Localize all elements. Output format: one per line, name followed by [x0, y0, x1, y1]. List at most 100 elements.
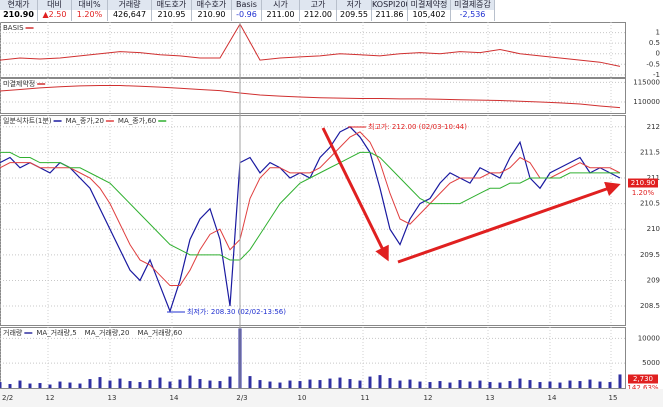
volume-bar — [618, 374, 622, 388]
volume-bar — [198, 379, 202, 388]
series-line — [0, 131, 621, 287]
header-cell: 매수호가 210.90 — [192, 0, 232, 21]
last-value-label: 210.90 — [631, 179, 656, 187]
volume-bar — [458, 380, 462, 388]
volume-bar — [68, 382, 72, 388]
y-tick-label: -1 — [653, 71, 660, 79]
panel-frame — [0, 22, 626, 78]
y-tick-label: 212 — [647, 123, 660, 131]
x-tick-label: 13 — [486, 394, 495, 402]
header-label: 현재가 — [0, 0, 37, 10]
y-tick-label: 210 — [647, 225, 660, 233]
panel-frame — [0, 115, 626, 326]
volume-bar — [478, 380, 482, 388]
legend-label: 거래량 — [3, 328, 23, 337]
header-cell: 시가 211.00 — [262, 0, 300, 21]
chart: 10.50-0.5-1BASIS115000110000미결제약정212211.… — [0, 22, 663, 407]
header-label: 대비 — [38, 0, 71, 10]
volume-bar — [498, 382, 502, 388]
volume-bar — [438, 381, 442, 388]
legend-label: MA_거래량,5 — [36, 328, 76, 337]
series-line — [0, 126, 621, 313]
volume-bar — [278, 382, 282, 388]
volume-bar — [428, 382, 432, 388]
volume-bar — [288, 380, 292, 388]
volume-bar — [328, 378, 332, 388]
last-value-label: 2,730 — [633, 375, 653, 383]
x-tick-label: 11 — [361, 394, 370, 402]
volume-bar — [58, 381, 62, 388]
y-tick-label: 211.5 — [640, 148, 660, 156]
last-value-label: 142.63% — [627, 384, 658, 392]
annotation: 최고가: 212.00 (02/03-10:44) — [368, 122, 467, 131]
y-tick-label: 209 — [647, 276, 660, 284]
volume-bar — [188, 375, 192, 388]
header-value: 105,402 — [408, 10, 450, 20]
legend-label: MA_종가,20 — [66, 116, 104, 125]
volume-bar — [158, 377, 162, 388]
header-cell: 미결제약정 105,402 — [408, 0, 451, 21]
volume-bar — [358, 380, 362, 388]
header-label: 매도호가 — [152, 0, 191, 10]
header-label: KOSPI200 — [372, 0, 407, 10]
volume-bar — [138, 382, 142, 388]
volume-bar — [78, 383, 82, 388]
header-cell: 거래량 426,647 — [108, 0, 152, 21]
header-label: 대비% — [72, 0, 107, 10]
header-value: 211.86 — [372, 10, 407, 20]
y-tick-label: 115000 — [633, 78, 660, 86]
x-tick-label: 12 — [46, 394, 55, 402]
volume-bar — [368, 376, 372, 388]
header-label: 미결제약정 — [408, 0, 450, 10]
header-cell: Basis -0.96 — [232, 0, 262, 21]
volume-bar — [408, 379, 412, 388]
x-tick-label: 12 — [424, 394, 433, 402]
header-cell: KOSPI200 211.86 — [372, 0, 408, 21]
x-axis-band — [0, 389, 663, 407]
quote-header: 현재가 210.90 대비 ▲2.50 대비% 1.20% 거래량 426,647 매도호가 21… — [0, 0, 495, 21]
volume-bar — [258, 380, 262, 388]
header-cell: 미결제증감 -2,536 — [451, 0, 495, 21]
header-value: -2,536 — [451, 10, 494, 20]
volume-bar — [548, 381, 552, 388]
y-tick-label: 211 — [647, 174, 660, 182]
legend-label: MA_거래량,60 — [137, 328, 182, 337]
volume-bar — [268, 381, 272, 388]
y-tick-label: 208.5 — [640, 302, 660, 310]
series-line — [0, 85, 621, 109]
y-tick-label: 209.5 — [640, 251, 660, 259]
volume-bar — [298, 381, 302, 388]
series-line — [0, 151, 620, 261]
x-tick-label: 10 — [298, 394, 307, 402]
x-tick-label: 2/2 — [2, 394, 13, 402]
header-label: 시가 — [262, 0, 299, 10]
panel-frame — [0, 78, 626, 114]
volume-bar — [0, 382, 2, 388]
x-tick-label: 13 — [108, 394, 117, 402]
y-tick-label: 0.5 — [649, 39, 660, 47]
volume-bar — [528, 380, 532, 388]
volume-bar — [468, 381, 472, 388]
volume-bar — [518, 378, 522, 388]
volume-bar — [148, 380, 152, 388]
volume-bar — [388, 378, 392, 388]
x-tick-label: 15 — [609, 394, 618, 402]
last-value-label: 1.20% — [632, 189, 655, 197]
header-value: -0.96 — [232, 10, 261, 20]
header-value: 210.95 — [152, 10, 191, 20]
volume-bar — [588, 379, 592, 388]
header-value: 209.55 — [337, 10, 371, 20]
y-tick-label: 210.5 — [640, 200, 660, 208]
volume-bar — [608, 382, 612, 388]
volume-bar — [538, 382, 542, 388]
volume-bar — [8, 384, 12, 388]
x-tick-label: 2/3 — [236, 394, 247, 402]
y-tick-label: -0.5 — [646, 60, 660, 68]
volume-bar — [218, 381, 222, 388]
header-value: 212.00 — [300, 10, 336, 20]
volume-bar — [48, 384, 52, 388]
legend-label: 미결제약정 — [3, 79, 35, 88]
legend-label: MA_거래량,20 — [85, 328, 130, 337]
header-value: ▲2.50 — [38, 10, 71, 20]
